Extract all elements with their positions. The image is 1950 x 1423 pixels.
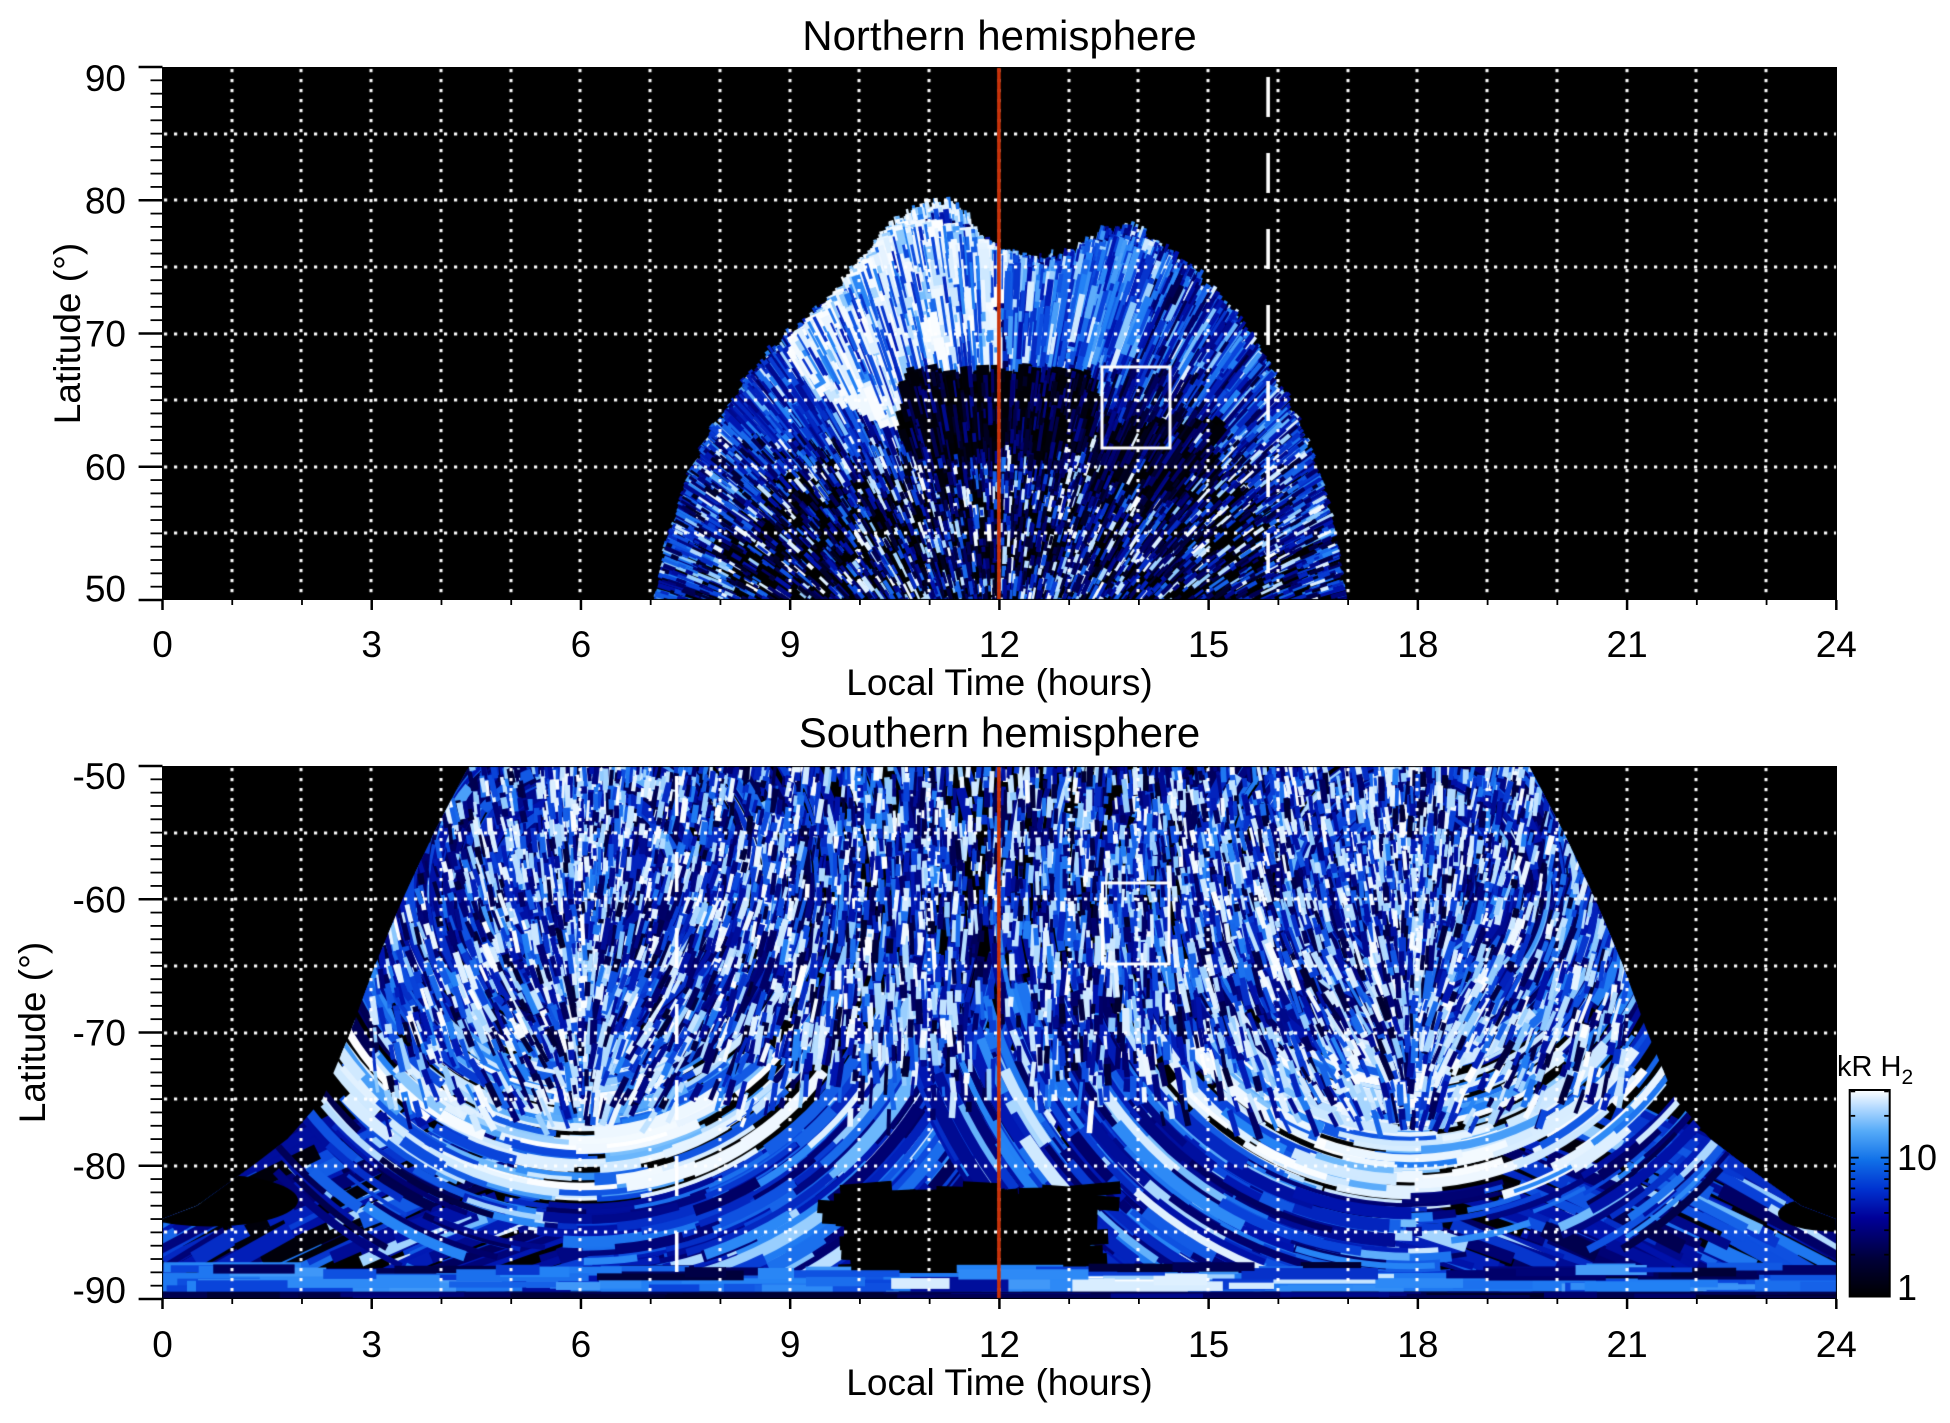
svg-text:-60: -60 bbox=[73, 879, 126, 920]
svg-text:50: 50 bbox=[85, 569, 126, 610]
svg-text:24: 24 bbox=[1816, 1324, 1857, 1365]
svg-text:Local Time (hours): Local Time (hours) bbox=[846, 662, 1152, 703]
svg-text:0: 0 bbox=[152, 1324, 173, 1365]
svg-text:-50: -50 bbox=[73, 756, 126, 797]
svg-text:Southern hemisphere: Southern hemisphere bbox=[799, 709, 1201, 756]
svg-text:Latitude (°): Latitude (°) bbox=[47, 243, 88, 424]
svg-text:1: 1 bbox=[1897, 1267, 1917, 1308]
svg-text:Latitude (°): Latitude (°) bbox=[12, 942, 53, 1123]
svg-text:12: 12 bbox=[979, 624, 1020, 665]
svg-text:9: 9 bbox=[780, 624, 801, 665]
svg-text:-90: -90 bbox=[73, 1270, 126, 1311]
svg-text:21: 21 bbox=[1607, 624, 1648, 665]
svg-text:-80: -80 bbox=[73, 1146, 126, 1187]
svg-text:60: 60 bbox=[85, 447, 126, 488]
svg-text:24: 24 bbox=[1816, 624, 1857, 665]
svg-text:Local Time (hours): Local Time (hours) bbox=[846, 1362, 1152, 1403]
svg-text:12: 12 bbox=[979, 1324, 1020, 1365]
svg-text:9: 9 bbox=[780, 1324, 801, 1365]
svg-text:Northern hemisphere: Northern hemisphere bbox=[802, 12, 1197, 59]
svg-text:0: 0 bbox=[152, 624, 173, 665]
svg-text:21: 21 bbox=[1607, 1324, 1648, 1365]
svg-text:kR H2: kR H2 bbox=[1837, 1051, 1913, 1089]
svg-text:80: 80 bbox=[85, 180, 126, 221]
svg-text:90: 90 bbox=[85, 58, 126, 99]
svg-text:10: 10 bbox=[1897, 1137, 1937, 1178]
svg-text:15: 15 bbox=[1188, 1324, 1229, 1365]
svg-text:6: 6 bbox=[571, 1324, 592, 1365]
svg-text:-70: -70 bbox=[73, 1013, 126, 1054]
svg-text:70: 70 bbox=[85, 314, 126, 355]
svg-text:3: 3 bbox=[361, 624, 382, 665]
svg-text:18: 18 bbox=[1397, 1324, 1438, 1365]
svg-text:15: 15 bbox=[1188, 624, 1229, 665]
svg-text:3: 3 bbox=[361, 1324, 382, 1365]
svg-text:6: 6 bbox=[571, 624, 592, 665]
svg-text:18: 18 bbox=[1397, 624, 1438, 665]
